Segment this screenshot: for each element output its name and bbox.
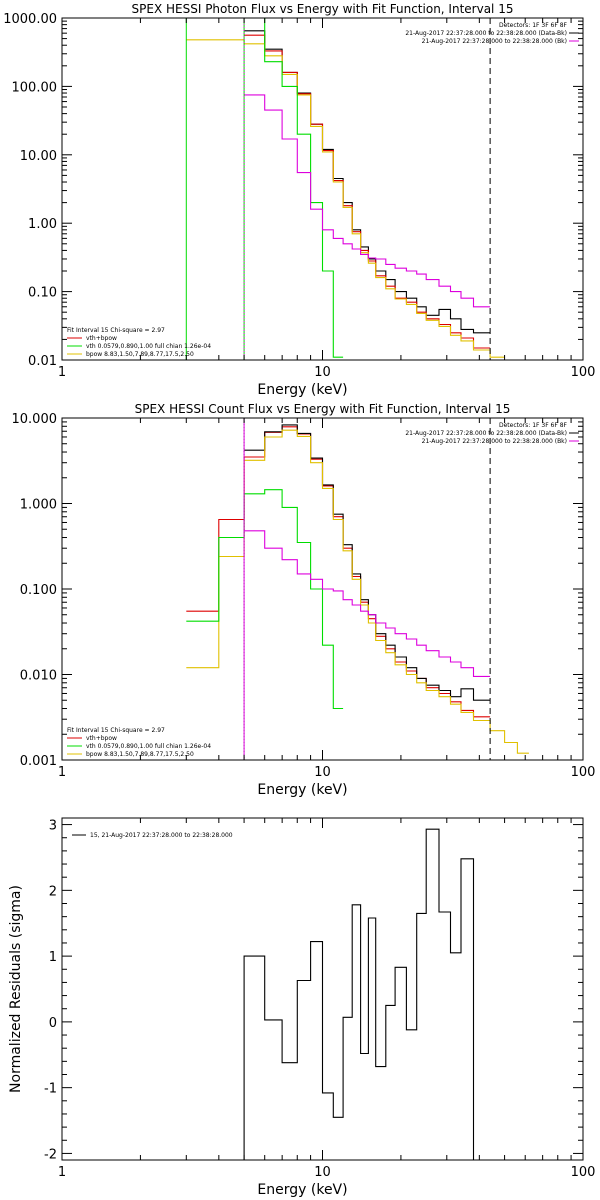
series-1-line bbox=[244, 30, 491, 334]
series-5-line bbox=[244, 94, 491, 308]
x-axis-label: Energy (keV) bbox=[257, 382, 347, 398]
chart-title: SPEX HESSI Count Flux vs Energy with Fit… bbox=[135, 402, 511, 416]
plot-frame bbox=[61, 17, 584, 361]
y-tick-label: 0 bbox=[49, 1016, 57, 1031]
y-tick-label: 0.01 bbox=[28, 354, 57, 369]
series-3-line bbox=[186, 429, 529, 754]
y-tick-label: 0.001 bbox=[20, 754, 57, 769]
x-tick-label: 1 bbox=[58, 765, 66, 780]
y-tick-label: 2 bbox=[49, 884, 57, 899]
fit-legend-entry: bpow 8.83,1.50,7.89,8.77,17.5,2.50 bbox=[86, 351, 194, 358]
series-3-line bbox=[186, 39, 505, 358]
y-tick-label: 1.000 bbox=[20, 498, 57, 513]
chart-title: SPEX HESSI Photon Flux vs Energy with Fi… bbox=[132, 2, 514, 16]
panel-2: SPEX HESSI Count Flux vs Energy with Fit… bbox=[12, 402, 596, 798]
y-axis-label: Normalized Residuals (sigma) bbox=[8, 885, 24, 1093]
x-axis-label: Energy (keV) bbox=[257, 782, 347, 798]
info-line-1: Detectors: 1F 3F 6F 8F bbox=[499, 22, 568, 29]
x-axis-label: Energy (keV) bbox=[257, 1182, 347, 1198]
series-5-line bbox=[244, 530, 491, 677]
series-4-line bbox=[186, 489, 344, 710]
info-line-3: 21-Aug-2017 22:37:28.000 to 22:38:28.000… bbox=[422, 438, 567, 445]
fit-legend-entry: bpow 8.83,1.50,7.89,8.77,17.5,2.50 bbox=[86, 751, 194, 758]
x-tick-label: 10 bbox=[314, 1165, 331, 1180]
fit-legend-header: Fit Interval 15 Chi-square = 2.97 bbox=[67, 727, 165, 734]
series-2-line bbox=[244, 34, 491, 349]
y-tick-label: 0.100 bbox=[20, 583, 57, 598]
series-1-line bbox=[243, 828, 475, 1160]
y-tick-label: -1 bbox=[44, 1082, 57, 1097]
x-tick-label: 10 bbox=[314, 365, 331, 380]
y-tick-label: 10.000 bbox=[12, 412, 58, 427]
y-tick-label: 3 bbox=[49, 819, 57, 834]
info-line-3: 21-Aug-2017 22:37:28.000 to 22:38:28.000… bbox=[422, 38, 567, 45]
x-tick-label: 1 bbox=[58, 1165, 66, 1180]
y-tick-label: 100.00 bbox=[12, 80, 58, 95]
fit-legend-entry: vth+bpow bbox=[86, 335, 117, 342]
x-tick-label: 10 bbox=[314, 765, 331, 780]
residual-legend: 15, 21-Aug-2017 22:37:28.000 to 22:38:28… bbox=[90, 832, 233, 839]
y-tick-label: 1 bbox=[49, 950, 57, 965]
y-tick-label: 1000.00 bbox=[3, 12, 57, 27]
fit-legend-entry: vth 0.0579,0.890,1.00 full chian 1.26e-0… bbox=[86, 743, 211, 750]
y-tick-label: -2 bbox=[44, 1147, 57, 1162]
fit-legend-header: Fit Interval 15 Chi-square = 2.97 bbox=[67, 327, 165, 334]
panel-1: SPEX HESSI Photon Flux vs Energy with Fi… bbox=[3, 2, 595, 398]
y-tick-label: 0.010 bbox=[20, 669, 57, 684]
series-1-line bbox=[186, 426, 491, 718]
y-tick-label: 10.00 bbox=[20, 149, 57, 164]
series-4-line bbox=[186, 17, 344, 358]
x-tick-label: 100 bbox=[571, 365, 596, 380]
panel-3: 1 10 100 -2 -1 0 1 2 3 Energy (keV) Normalized Res… bbox=[8, 817, 596, 1198]
x-tick-label: 1 bbox=[58, 365, 66, 380]
y-tick-label: 1.00 bbox=[28, 217, 57, 232]
series-2-line bbox=[244, 424, 491, 701]
info-line-2: 21-Aug-2017 22:37:28.000 to 22:38:28.000… bbox=[405, 30, 567, 37]
x-tick-label: 100 bbox=[571, 765, 596, 780]
x-tick-label: 100 bbox=[571, 1165, 596, 1180]
fit-legend-entry: vth 0.0579,0.890,1.00 full chian 1.26e-0… bbox=[86, 343, 211, 350]
info-line-2: 21-Aug-2017 22:37:28.000 to 22:38:28.000… bbox=[405, 430, 567, 437]
info-line-1: Detectors: 1F 3F 6F 8F bbox=[499, 422, 568, 429]
fit-legend-entry: vth+bpow bbox=[86, 735, 117, 742]
y-tick-label: 0.10 bbox=[28, 286, 57, 301]
